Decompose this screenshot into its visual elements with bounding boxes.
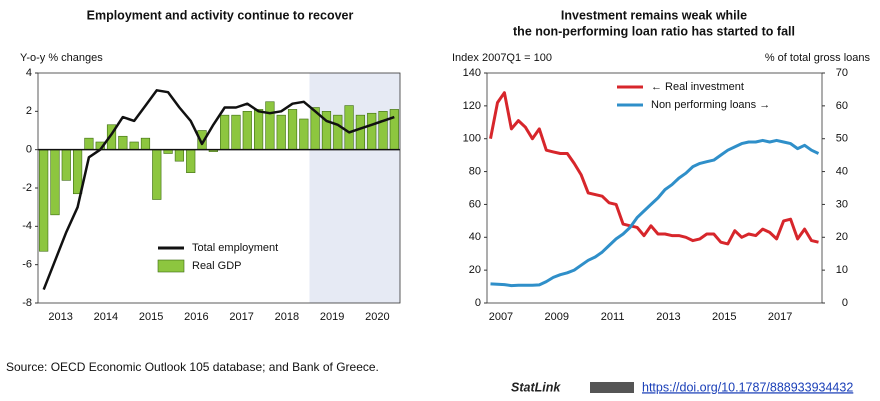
chart-title: Employment and activity continue to reco… bbox=[87, 8, 354, 22]
legend-label: Non performing loans → bbox=[651, 99, 770, 111]
source-note: Source: OECD Economic Outlook 105 databa… bbox=[6, 360, 379, 374]
y-tick-label: -4 bbox=[22, 220, 32, 232]
bar bbox=[61, 149, 71, 181]
bar bbox=[242, 111, 252, 150]
legend-label: Real GDP bbox=[192, 260, 242, 272]
plot-frame bbox=[486, 72, 823, 304]
y-axis-label: Y-o-y % changes bbox=[20, 52, 103, 64]
x-tick-label: 2015 bbox=[139, 311, 163, 323]
bar bbox=[333, 114, 343, 150]
y-axis-label: Index 2007Q1 = 100 bbox=[452, 52, 552, 64]
y-tick-label: -6 bbox=[22, 259, 32, 271]
bar bbox=[378, 111, 388, 150]
y2-tick-label: 70 bbox=[836, 67, 848, 79]
y-tick-label: 40 bbox=[469, 231, 481, 243]
y-tick-label: 60 bbox=[469, 198, 481, 210]
y2-tick-label: 60 bbox=[836, 100, 848, 112]
plot-frame bbox=[37, 72, 401, 304]
x-tick-label: 2020 bbox=[365, 311, 389, 323]
plot-area bbox=[487, 73, 822, 303]
x-tick-label: 2017 bbox=[768, 311, 792, 323]
bar bbox=[152, 149, 162, 200]
y-tick-label: 140 bbox=[463, 67, 481, 79]
x-tick-label: 2016 bbox=[184, 311, 208, 323]
y2-tick-label: 10 bbox=[836, 264, 848, 276]
x-tick-label: 2019 bbox=[320, 311, 344, 323]
y-tick-label: -2 bbox=[22, 182, 32, 194]
y-tick-label: 100 bbox=[463, 133, 481, 145]
bar bbox=[129, 141, 139, 150]
x-tick-label: 2009 bbox=[545, 311, 569, 323]
chart-title: Investment remains weak while bbox=[561, 8, 747, 22]
bar bbox=[231, 114, 241, 150]
x-tick-label: 2017 bbox=[229, 311, 253, 323]
y2-tick-label: 50 bbox=[836, 133, 848, 145]
y2-tick-label: 20 bbox=[836, 231, 848, 243]
bar bbox=[50, 149, 60, 216]
bar bbox=[72, 149, 83, 195]
bar bbox=[355, 114, 366, 150]
x-tick-label: 2011 bbox=[601, 311, 625, 323]
bar bbox=[253, 109, 264, 150]
y2-axis-label: % of total gross loans bbox=[765, 52, 871, 64]
line-series bbox=[490, 138, 820, 288]
bar bbox=[140, 137, 151, 150]
y2-tick-label: 40 bbox=[836, 165, 848, 177]
line-series bbox=[42, 89, 395, 291]
x-tick-label: 2013 bbox=[656, 311, 680, 323]
y-tick-label: -8 bbox=[22, 297, 32, 309]
bar bbox=[174, 149, 185, 162]
bar bbox=[39, 149, 49, 252]
legend-label: ← Real investment bbox=[651, 81, 744, 93]
statlink-url[interactable]: https://doi.org/10.1787/888933934432 bbox=[642, 380, 853, 394]
legend-swatch bbox=[157, 259, 185, 273]
bar bbox=[344, 105, 354, 150]
statlink-link[interactable]: https://doi.org/10.1787/888933934432 bbox=[642, 380, 853, 394]
x-tick-label: 2015 bbox=[712, 311, 736, 323]
y-tick-label: 120 bbox=[463, 100, 481, 112]
chart-title: the non-performing loan ratio has starte… bbox=[513, 24, 795, 38]
y-tick-label: 2 bbox=[26, 105, 32, 117]
y2-tick-label: 30 bbox=[836, 198, 848, 210]
x-tick-label: 2014 bbox=[94, 311, 118, 323]
y-tick-label: 80 bbox=[469, 165, 481, 177]
bar bbox=[220, 114, 230, 150]
bar bbox=[84, 137, 94, 150]
y-tick-label: 0 bbox=[475, 297, 481, 309]
bar bbox=[299, 118, 309, 150]
bar bbox=[265, 101, 275, 150]
y-tick-label: 0 bbox=[26, 144, 32, 156]
bar bbox=[367, 112, 377, 150]
bar bbox=[389, 109, 399, 150]
y-tick-label: 4 bbox=[26, 67, 32, 79]
x-tick-label: 2013 bbox=[48, 311, 72, 323]
bar bbox=[287, 109, 298, 150]
x-tick-label: 2018 bbox=[275, 311, 299, 323]
y-tick-label: 20 bbox=[469, 264, 481, 276]
bar bbox=[276, 114, 286, 150]
legend-label: Total employment bbox=[192, 242, 278, 254]
statlink-logo bbox=[590, 382, 634, 393]
x-tick-label: 2007 bbox=[489, 311, 513, 323]
bar bbox=[186, 149, 196, 173]
bar bbox=[118, 135, 128, 150]
y2-tick-label: 0 bbox=[842, 297, 848, 309]
statlink-label: StatLink bbox=[511, 380, 561, 394]
projection-shade bbox=[309, 73, 400, 303]
line-series bbox=[489, 91, 819, 246]
